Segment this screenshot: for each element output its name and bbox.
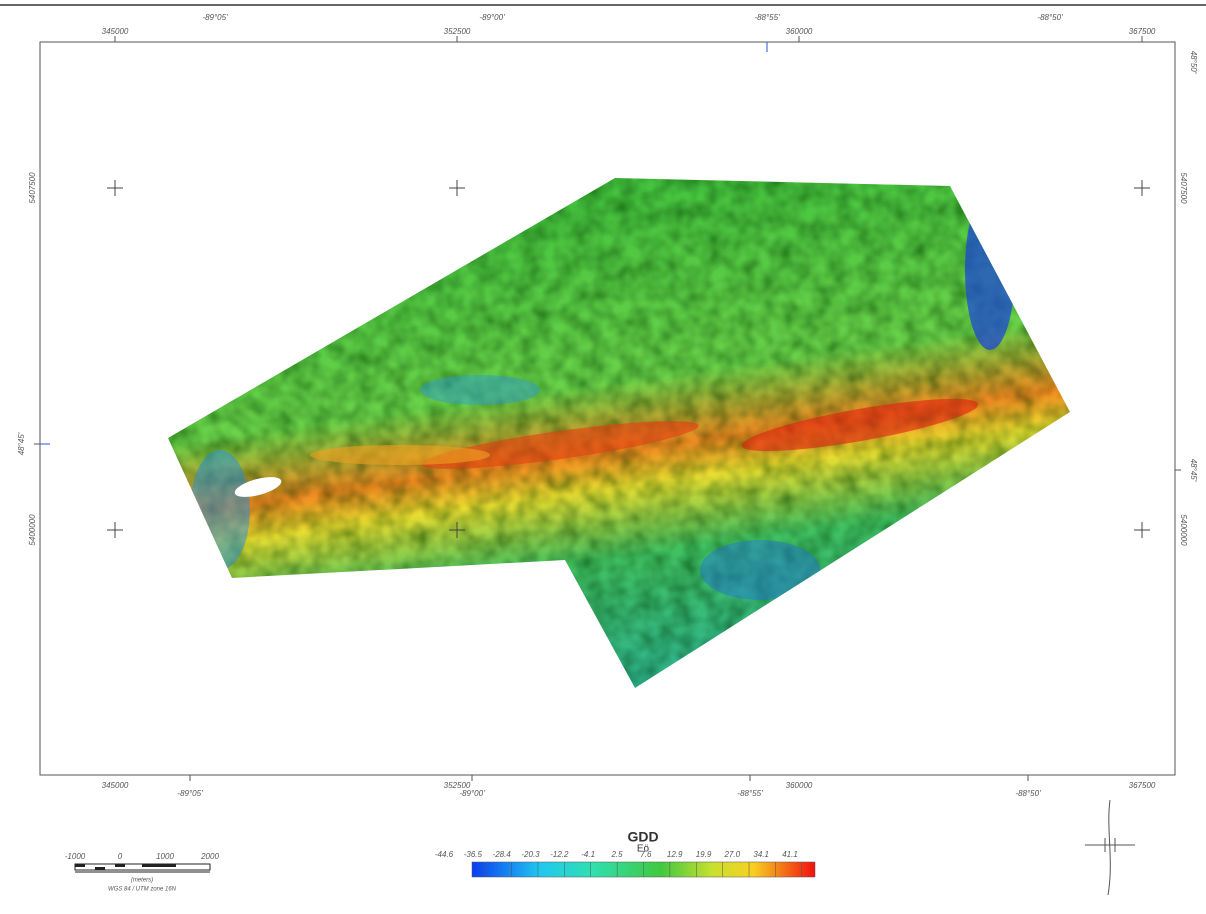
latitude-label: 48°45' xyxy=(17,432,26,455)
longitude-label: -89°05' xyxy=(177,789,203,798)
easting-label: 360000 xyxy=(786,781,813,790)
longitude-label: -89°00' xyxy=(459,789,485,798)
projection: WGS 84 / UTM zone 16N xyxy=(108,887,177,893)
north-arrow xyxy=(1085,800,1135,895)
easting-label: 367500 xyxy=(1129,781,1156,790)
longitude-label: -88°50' xyxy=(1037,13,1063,22)
longitude-label: -88°50' xyxy=(1015,789,1041,798)
easting-label: 352500 xyxy=(444,27,471,36)
easting-label: 345000 xyxy=(102,781,129,790)
colorbar-label: -12.2 xyxy=(550,850,569,859)
survey-grid xyxy=(85,83,1156,797)
easting-label: 367500 xyxy=(1129,27,1156,36)
longitude-label: -88°55' xyxy=(754,13,780,22)
scale-unit: (meters) xyxy=(131,878,153,884)
northing-label: 5407500 xyxy=(1179,172,1188,204)
longitude-label: -89°00' xyxy=(479,13,505,22)
colorbar-label: -20.3 xyxy=(521,850,540,859)
colorbar-label: 19.9 xyxy=(696,850,712,859)
colorbar-label: 7.6 xyxy=(640,850,652,859)
colorbar-label: -36.5 xyxy=(464,850,483,859)
latitude-label: 48°45' xyxy=(1189,459,1198,482)
easting-label: 345000 xyxy=(102,27,129,36)
easting-label: 360000 xyxy=(786,27,813,36)
colorbar-label: -28.4 xyxy=(493,850,512,859)
northing-label: 5407500 xyxy=(28,172,37,204)
colorbar-label: 34.1 xyxy=(753,850,769,859)
scale-bar: -1000 0 1000 2000 (meters) WGS 84 / UTM … xyxy=(65,852,220,892)
colorbar-label: -44.6 xyxy=(435,850,454,859)
scale-label: 2000 xyxy=(200,852,219,861)
legend-title: GDD xyxy=(627,829,658,845)
scale-label: 0 xyxy=(118,852,123,861)
map-page: 345000 352500 360000 367500 -89°05' -89°… xyxy=(0,0,1206,914)
colorbar-label: 2.5 xyxy=(610,850,623,859)
colorbar-label: 27.0 xyxy=(724,850,741,859)
longitude-label: -88°55' xyxy=(737,789,763,798)
latitude-label: 48°50' xyxy=(1189,51,1198,74)
longitude-label: -89°05' xyxy=(202,13,228,22)
colorbar-label: 41.1 xyxy=(782,850,798,859)
colorbar-label: -4.1 xyxy=(581,850,595,859)
scale-label: 1000 xyxy=(156,852,174,861)
colorbar-label: 12.9 xyxy=(667,850,683,859)
scale-label: -1000 xyxy=(65,852,86,861)
northing-label: 5400000 xyxy=(28,514,37,546)
northing-label: 5400000 xyxy=(1179,514,1188,546)
